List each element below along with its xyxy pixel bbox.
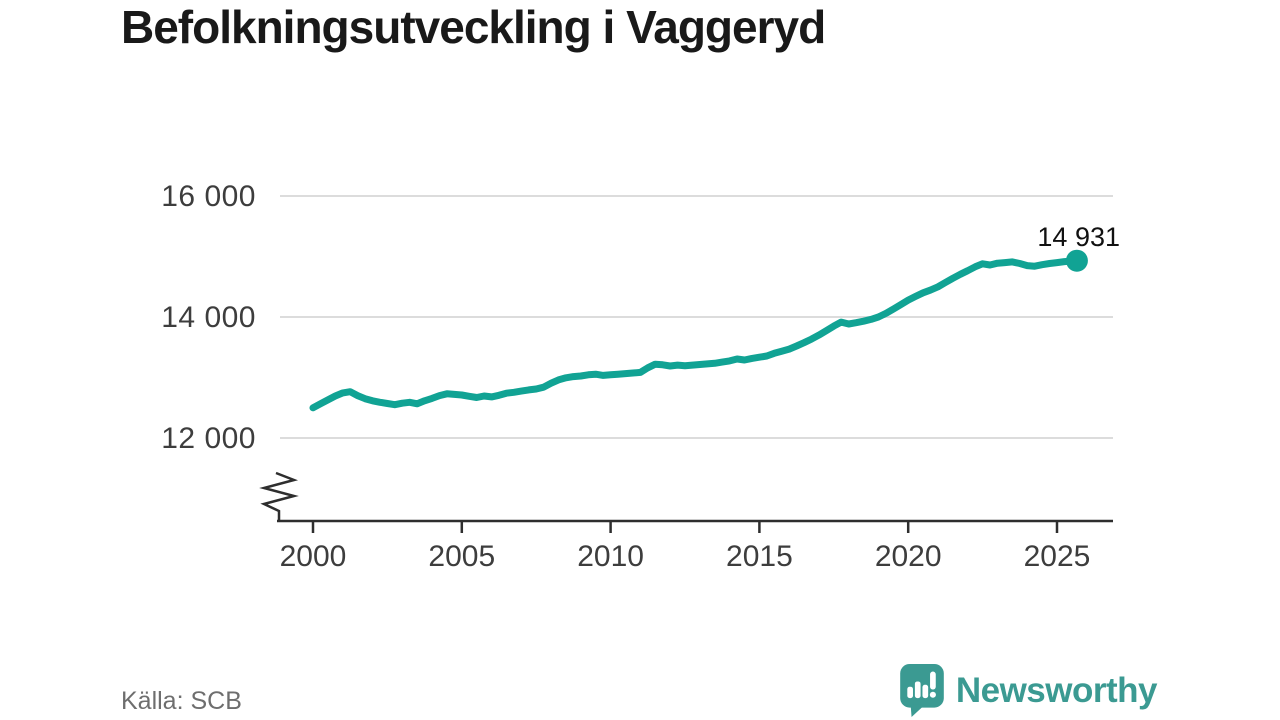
x-tick-label: 2010 <box>577 540 644 573</box>
y-tick-label: 14 000 <box>161 301 256 334</box>
latest-value-label: 14 931 <box>1037 222 1120 252</box>
y-tick-label: 16 000 <box>161 180 256 213</box>
x-axis-ticks-group: 2000 2005 2010 2015 2020 2025 <box>280 521 1091 573</box>
y-axis-labels-group: 16 000 14 000 12 000 <box>161 180 256 455</box>
x-tick-label: 2015 <box>726 540 793 573</box>
latest-value-dot <box>1065 249 1088 272</box>
x-tick-label: 2005 <box>428 540 495 573</box>
x-tick-label: 2020 <box>875 540 942 573</box>
y-tick-label: 12 000 <box>161 422 256 455</box>
gridlines-group <box>280 195 1113 439</box>
page-title: Befolkningsutveckling i Vaggeryd <box>121 1 826 53</box>
x-tick-label: 2025 <box>1024 540 1091 573</box>
newsworthy-logo[interactable]: Newsworthy <box>898 663 1158 718</box>
population-series-line <box>309 257 1081 412</box>
y-axis-break-icon <box>259 471 299 521</box>
x-tick-label: 2000 <box>280 540 347 573</box>
source-note: Källa: SCB <box>121 687 242 715</box>
newsworthy-bubble-chart-icon <box>900 663 944 718</box>
newsworthy-wordmark: Newsworthy <box>955 670 1158 710</box>
